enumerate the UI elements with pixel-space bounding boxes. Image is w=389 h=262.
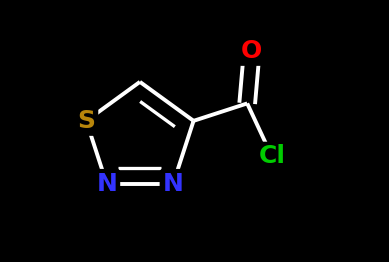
Text: Cl: Cl <box>258 144 285 168</box>
Text: N: N <box>163 172 184 196</box>
Text: N: N <box>96 172 117 196</box>
Text: S: S <box>77 109 95 133</box>
Text: O: O <box>241 39 263 63</box>
